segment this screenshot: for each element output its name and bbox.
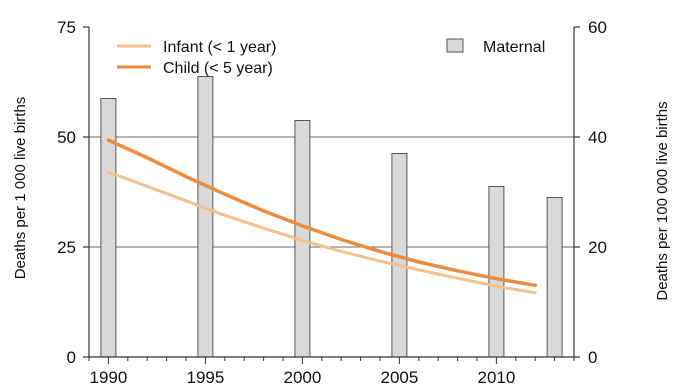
x-tick-label: 1990 (89, 368, 127, 387)
maternal-bar (488, 186, 505, 358)
y-left-tick-labels: 0 25 50 75 (57, 18, 76, 367)
child-line (106, 138, 537, 288)
y-left-tick-label: 25 (57, 238, 76, 257)
y-right-tick-labels: 0 20 40 60 (588, 18, 607, 367)
legend-label-maternal: Maternal (483, 39, 545, 56)
line-series (106, 138, 537, 295)
y-right-tick-label: 0 (588, 348, 597, 367)
legend: Infant (< 1 year) Child (< 5 year) Mater… (117, 38, 545, 77)
y-right-tick-label: 20 (588, 238, 607, 257)
y-right-tick-label: 40 (588, 128, 607, 147)
maternal-bars (100, 76, 563, 358)
y-left-axis-title: Deaths per 1 000 live births (12, 97, 29, 280)
x-tick-label: 2000 (283, 368, 321, 387)
legend-label-infant: Infant (< 1 year) (163, 39, 276, 56)
maternal-bar (100, 98, 117, 358)
legend-label-child: Child (< 5 year) (163, 60, 273, 77)
y-right-axis-title: Deaths per 100 000 live births (654, 101, 671, 300)
y-right-tick-label: 60 (588, 18, 607, 37)
maternal-bar (197, 76, 214, 358)
y-left-tick-label: 0 (67, 348, 76, 367)
x-tick-label: 1995 (186, 368, 224, 387)
maternal-bar (546, 197, 563, 358)
x-tick-label: 2010 (477, 368, 515, 387)
x-tick-label: 2005 (380, 368, 418, 387)
y-left-tick-label: 50 (57, 128, 76, 147)
infant-line (106, 170, 537, 295)
axes (83, 26, 580, 364)
y-left-tick-label: 75 (57, 18, 76, 37)
x-tick-labels: 1990 1995 2000 2005 2010 (89, 368, 515, 387)
legend-swatch-maternal (446, 38, 464, 53)
